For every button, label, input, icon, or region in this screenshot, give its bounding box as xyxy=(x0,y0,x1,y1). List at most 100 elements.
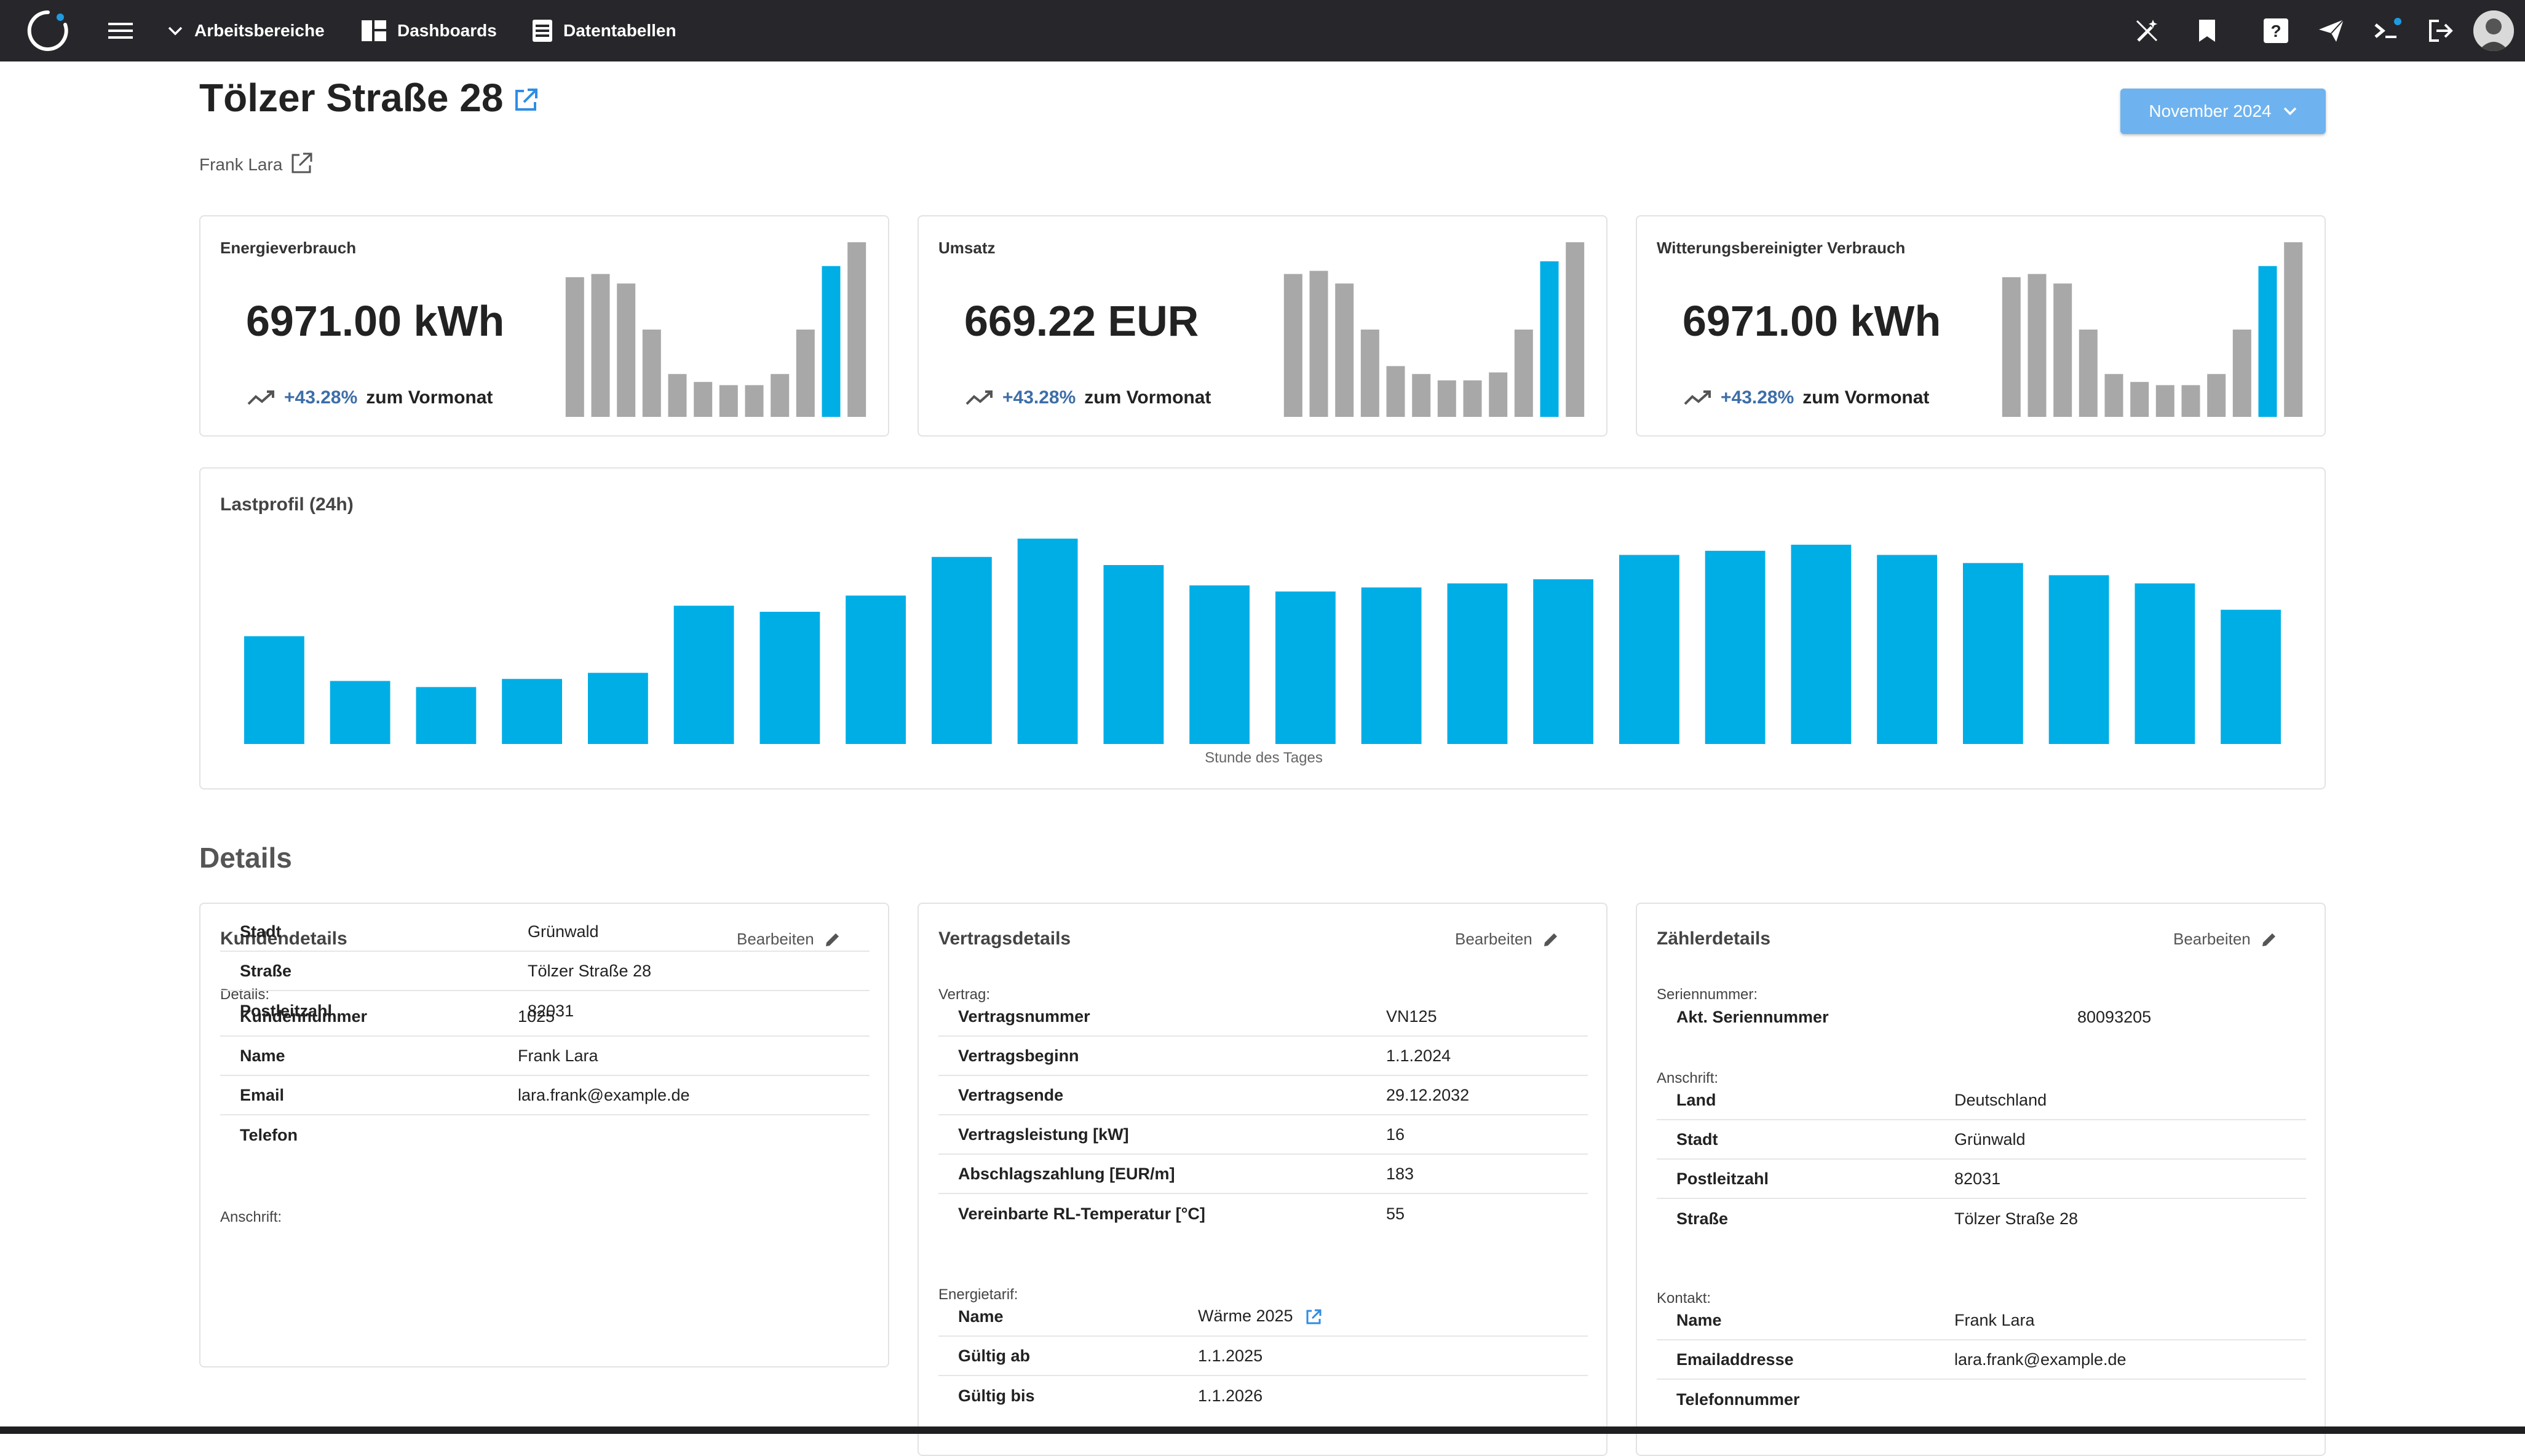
detail-value-text: 1.1.2025 xyxy=(1198,1346,1263,1365)
detail-value-text: 82031 xyxy=(1954,1169,2001,1188)
detail-value: 29.12.2032 xyxy=(1386,1086,1469,1105)
detail-row: Vereinbarte RL-Temperatur [°C] 55 xyxy=(938,1194,1588,1233)
detail-value-text: VN125 xyxy=(1386,1007,1437,1026)
sparkline-bar xyxy=(1335,283,1354,417)
detail-row: Kundennummer 1025 xyxy=(220,997,870,1037)
customer-details-card: Kundendetails Bearbeiten Details: Kunden… xyxy=(199,903,889,1367)
trending-up-icon xyxy=(965,390,993,405)
chevron-down-icon xyxy=(168,26,183,36)
load-profile-bar xyxy=(588,673,648,744)
sparkline-bar xyxy=(1360,330,1379,417)
kpi-title: Energieverbrauch xyxy=(220,239,357,257)
app-logo-icon[interactable] xyxy=(25,0,71,61)
detail-row: Vertragsende 29.12.2032 xyxy=(938,1076,1588,1115)
detail-value: 1.1.2024 xyxy=(1386,1046,1451,1066)
edit-label: Bearbeiten xyxy=(2173,930,2251,948)
detail-value-text: 16 xyxy=(1386,1125,1405,1144)
edit-customer-button[interactable]: Bearbeiten xyxy=(737,930,841,949)
contract-details-title: Vertragsdetails xyxy=(938,928,1071,949)
kpi-trend-label: zum Vormonat xyxy=(1084,387,1211,408)
load-profile-bar xyxy=(1963,563,2023,744)
sparkline-bar xyxy=(1463,380,1482,417)
detail-key: Email xyxy=(240,1085,285,1104)
load-profile-bar xyxy=(932,556,992,744)
load-profile-bar xyxy=(416,687,477,744)
detail-row: Name Frank Lara xyxy=(1657,1301,2306,1340)
avatar[interactable] xyxy=(2473,10,2514,51)
month-select-button[interactable]: November 2024 xyxy=(2120,89,2326,134)
load-profile-bar xyxy=(244,636,304,744)
edit-meter-button[interactable]: Bearbeiten xyxy=(2173,930,2278,949)
detail-key: Emailaddresse xyxy=(1676,1350,1794,1369)
nav-dashboards[interactable]: Dashboards xyxy=(362,0,497,61)
nav-workspaces[interactable]: Arbeitsbereiche xyxy=(167,0,325,61)
detail-value: Tölzer Straße 28 xyxy=(528,962,651,981)
sparkline-bar xyxy=(2181,385,2200,417)
detail-key: Gültig bis xyxy=(958,1386,1035,1405)
meter-details-card: Zählerdetails Bearbeiten Seriennummer: A… xyxy=(1636,903,2326,1456)
bookmark-icon[interactable] xyxy=(2192,15,2222,46)
detail-key: Vertragsbeginn xyxy=(958,1046,1079,1065)
sparkline-bar xyxy=(642,330,661,417)
logout-icon[interactable] xyxy=(2425,15,2456,46)
load-profile-bar xyxy=(673,606,734,744)
magic-wand-off-icon[interactable] xyxy=(2131,15,2162,46)
detail-row: Straße Tölzer Straße 28 xyxy=(1657,1199,2306,1238)
sparkline-bar xyxy=(771,374,790,417)
nav-datatables[interactable]: Datentabellen xyxy=(533,0,676,61)
detail-row: Postleitzahl 82031 xyxy=(220,991,870,1031)
edit-label: Bearbeiten xyxy=(737,930,814,948)
hamburger-menu-icon[interactable] xyxy=(108,0,133,61)
sparkline-bar xyxy=(2130,382,2149,417)
terminal-icon[interactable] xyxy=(2372,15,2403,46)
detail-value-text: 55 xyxy=(1386,1204,1405,1223)
detail-row: Gültig bis 1.1.2026 xyxy=(938,1376,1588,1415)
trending-up-icon xyxy=(1684,390,1711,405)
detail-value: Grünwald xyxy=(1954,1130,2026,1149)
sparkline-bar xyxy=(591,274,610,417)
load-profile-bar xyxy=(1877,555,1937,744)
sparkline-bar xyxy=(2053,283,2072,417)
detail-value-text: 29.12.2032 xyxy=(1386,1085,1470,1104)
detail-key: Name xyxy=(240,1046,285,1065)
detail-value: 1.1.2026 xyxy=(1198,1387,1262,1406)
sparkline-bar xyxy=(1489,372,1508,417)
load-profile-bar xyxy=(1361,587,1422,744)
detail-key: Telefonnummer xyxy=(1676,1390,1800,1409)
detail-value: Wärme 2025 xyxy=(1198,1307,1323,1326)
load-profile-chart: Stunde des Tages xyxy=(244,539,2281,766)
detail-value-text: Wärme 2025 xyxy=(1198,1307,1293,1326)
load-profile-bar xyxy=(2221,609,2281,744)
trending-up-icon xyxy=(247,390,274,405)
detail-value: 82031 xyxy=(1954,1169,2000,1189)
section-label: Details: xyxy=(220,986,270,1003)
sparkline-bar-current xyxy=(822,266,841,417)
nav-workspaces-label: Arbeitsbereiche xyxy=(194,21,325,40)
meter-details-title: Zählerdetails xyxy=(1657,928,1771,949)
kpi-sparkline-chart xyxy=(565,242,866,417)
help-icon[interactable]: ? xyxy=(2261,15,2291,46)
page-title: Tölzer Straße 28 xyxy=(199,76,504,120)
load-profile-bar xyxy=(1705,550,1766,744)
load-profile-bar xyxy=(502,679,562,744)
external-link-icon[interactable] xyxy=(1304,1308,1323,1326)
send-icon[interactable] xyxy=(2316,15,2347,46)
detail-value-text: Frank Lara xyxy=(518,1046,598,1065)
kpi-trend: +43.28% zum Vormonat xyxy=(247,387,493,408)
external-link-icon[interactable] xyxy=(513,87,539,113)
detail-value: 80093205 xyxy=(2077,1008,2151,1027)
detail-value: lara.frank@example.de xyxy=(1954,1350,2127,1369)
detail-value: VN125 xyxy=(1386,1007,1437,1026)
sparkline-bar xyxy=(668,374,687,417)
detail-value: Deutschland xyxy=(1954,1091,2047,1110)
sparkline-bar xyxy=(2232,330,2251,417)
detail-row: Name Wärme 2025 xyxy=(938,1297,1588,1337)
section-label: Vertrag: xyxy=(938,986,991,1003)
external-link-icon[interactable] xyxy=(289,151,314,176)
detail-value: 82031 xyxy=(528,1002,574,1021)
pencil-icon xyxy=(825,933,839,946)
sparkline-bar xyxy=(2284,242,2303,417)
detail-value-text: Grünwald xyxy=(528,922,599,941)
edit-contract-button[interactable]: Bearbeiten xyxy=(1455,930,1560,949)
load-profile-card: Stunde des Tages Lastprofil (24h) xyxy=(199,467,2326,789)
